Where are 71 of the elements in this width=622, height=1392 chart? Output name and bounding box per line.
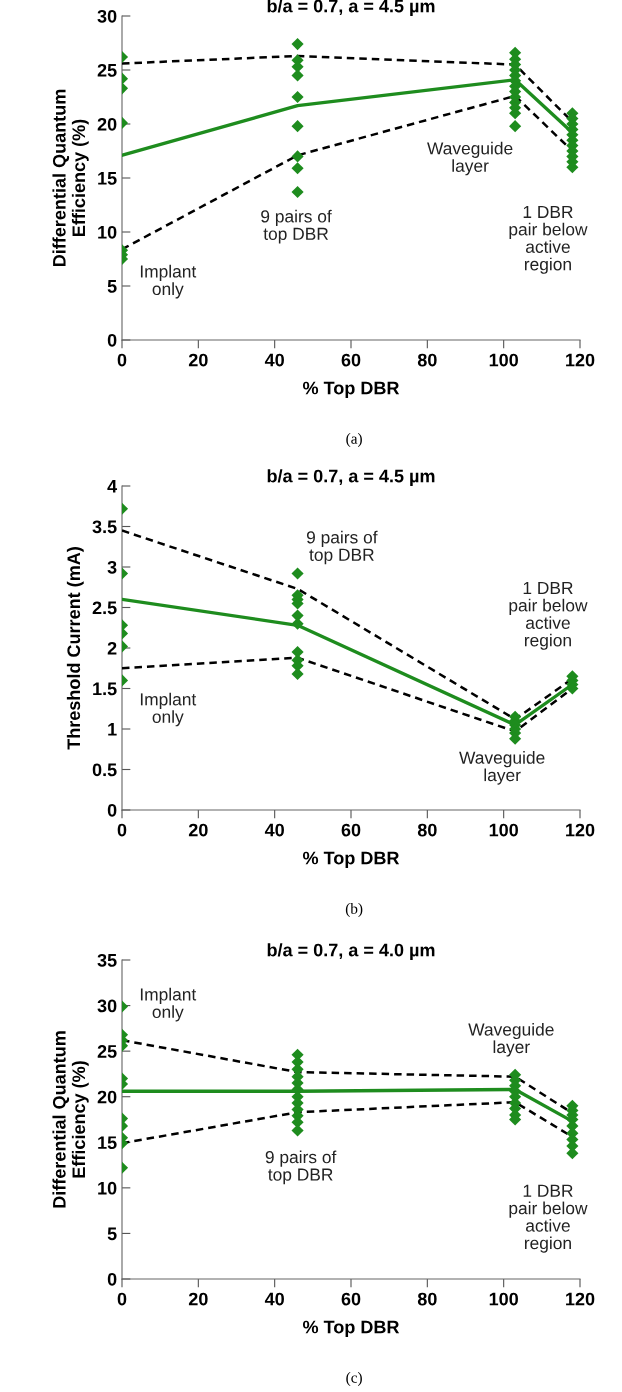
- x-axis-title: % Top DBR: [302, 381, 400, 398]
- x-tick-label: 40: [264, 353, 284, 367]
- annotation: 9 pairs of top DBR: [261, 209, 332, 244]
- x-tick-label: 80: [417, 1292, 437, 1306]
- y-tick-label: 1: [108, 723, 117, 736]
- chart-title: b/a = 0.7, a = 4.5 µm: [267, 469, 435, 486]
- x-tick-label: 20: [188, 823, 208, 837]
- annotation: Implant only: [140, 692, 197, 727]
- y-tick-label: 25: [97, 63, 117, 77]
- y-tick-label: 15: [98, 1136, 117, 1150]
- chart-title: b/a = 0.7, a = 4.5 µm: [267, 0, 435, 16]
- annotation: Implant only: [140, 987, 197, 1022]
- x-tick-label: 120: [566, 823, 595, 837]
- x-tick-label: 60: [341, 1292, 361, 1306]
- x-tick-label: 120: [566, 353, 595, 367]
- x-tick-label: 0: [117, 1292, 127, 1306]
- y-tick-label: 15: [98, 172, 117, 185]
- x-tick-label: 40: [264, 1292, 284, 1306]
- annotation: Waveguide layer: [427, 141, 513, 176]
- y-tick-label: 3: [107, 560, 117, 574]
- y-tick-label: 35: [97, 953, 117, 967]
- y-axis-title: Differential Quantum Efficiency (%): [52, 89, 89, 267]
- point: [509, 120, 522, 133]
- x-tick-label: 20: [188, 353, 208, 367]
- x-tick-label: 0: [117, 823, 127, 837]
- annotation: 9 pairs of top DBR: [265, 1150, 337, 1185]
- annotation: 1 DBR pair below active region: [509, 205, 588, 274]
- x-tick-label: 100: [489, 823, 518, 837]
- y-tick-label: 0: [107, 333, 117, 347]
- x-axis-title: % Top DBR: [302, 1320, 400, 1337]
- annotation: 1 DBR pair below active region: [509, 581, 588, 650]
- annotation: Waveguide layer: [459, 751, 545, 785]
- y-tick-label: 20: [97, 117, 117, 131]
- text: (a): [346, 433, 362, 447]
- y-tick-label: 1.5: [93, 682, 117, 696]
- chart-title: b/a = 0.7, a = 4.0 µm: [267, 943, 435, 960]
- y-tick-label: 2: [107, 641, 117, 655]
- x-tick-label: 60: [341, 823, 361, 837]
- x-tick-label: 80: [417, 353, 437, 367]
- x-tick-label: 120: [566, 1292, 595, 1306]
- x-tick-label: 80: [417, 823, 437, 837]
- y-tick-label: 10: [98, 1181, 117, 1195]
- y-tick-label: 20: [97, 1090, 117, 1104]
- y-tick-label: 5: [107, 1227, 117, 1241]
- y-tick-label: 0: [107, 1272, 117, 1286]
- x-tick-label: 20: [188, 1292, 208, 1306]
- annotation: 9 pairs of top DBR: [306, 530, 378, 565]
- y-tick-label: 30: [97, 9, 117, 23]
- y-tick-label: 3.5: [92, 520, 117, 534]
- y-tick-label: 10: [98, 225, 117, 239]
- annotation: 1 DBR pair below active region: [509, 1184, 588, 1253]
- y-tick-label: 25: [97, 1045, 117, 1058]
- annotation: Waveguide layer: [468, 1022, 554, 1057]
- x-axis-title: % Top DBR: [302, 851, 400, 868]
- y-axis-title: Threshold Current (mA): [66, 547, 84, 750]
- x-tick-label: 100: [489, 1292, 518, 1306]
- y-tick-label: 5: [107, 280, 117, 293]
- y-tick-label: 4: [107, 480, 118, 493]
- annotation: Implant only: [140, 264, 197, 299]
- x-tick-label: 40: [264, 823, 284, 837]
- y-tick-label: 0: [107, 803, 117, 817]
- text: (c): [346, 1372, 362, 1386]
- x-tick-label: 100: [489, 353, 518, 367]
- y-tick-label: 30: [97, 999, 117, 1013]
- y-tick-label: 2.5: [92, 601, 117, 615]
- x-tick-label: 0: [117, 353, 127, 367]
- x-tick-label: 60: [341, 353, 361, 367]
- y-tick-label: 0.5: [92, 763, 117, 777]
- point: [291, 567, 304, 580]
- y-axis-title: Differential Quantum Efficiency (%): [52, 1031, 89, 1208]
- text: (b): [345, 903, 363, 917]
